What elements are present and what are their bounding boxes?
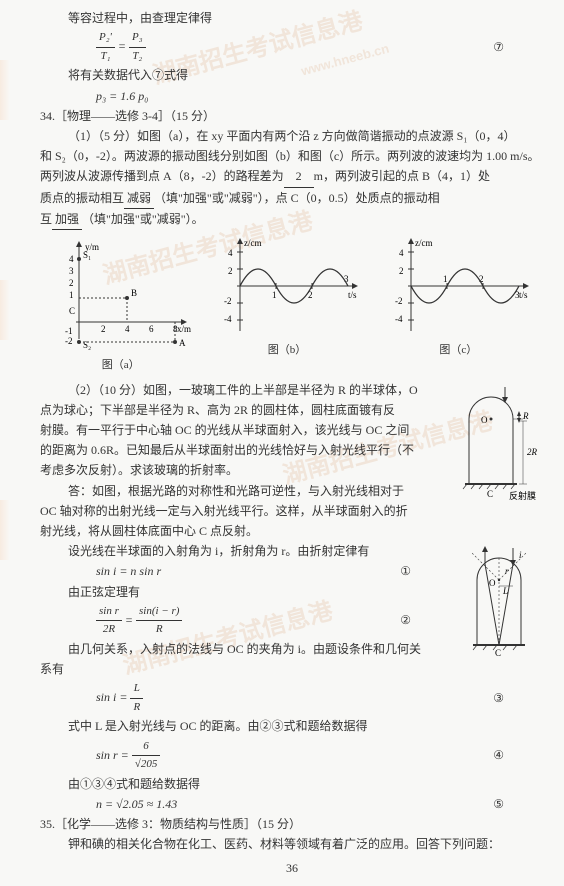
svg-text:2: 2 (69, 278, 74, 288)
text: 系有 (40, 660, 544, 679)
text: 将有关数据代入⑦式得 (40, 66, 544, 85)
q34-head: 34.［物理——选修 3-4］（15 分） (40, 107, 544, 126)
svg-text:-4: -4 (224, 314, 232, 324)
eq-number: ③ (493, 689, 544, 708)
text: 式中 L 是入射光线与 OC 的距离。由②③式和题给数据得 (40, 717, 544, 736)
svg-text:-4: -4 (395, 314, 403, 324)
page-number: 36 (40, 859, 544, 878)
svg-text:A: A (179, 338, 186, 348)
svg-text:S₁: S₁ (83, 250, 91, 260)
equation: sin i = LR (96, 680, 143, 716)
svg-text:i: i (519, 550, 522, 560)
equation: p₃ = 1.6 p₀ (40, 87, 544, 106)
text: 由①③④式和题给数据得 (40, 775, 544, 794)
svg-text:-2: -2 (224, 296, 232, 306)
svg-text:1: 1 (443, 274, 448, 284)
svg-text:R: R (522, 411, 529, 421)
q35-head: 35.［化学——选修 3：物质结构与性质］（15 分） (40, 815, 544, 834)
svg-text:-2: -2 (395, 296, 403, 306)
svg-text:O: O (481, 415, 488, 425)
eq-number: ④ (493, 746, 544, 765)
svg-text:2: 2 (399, 266, 404, 276)
eq-number: ① (400, 562, 451, 581)
svg-text:r: r (505, 566, 509, 576)
text: OC 轴对称的出射光线一定与入射光线平行。这样，从半球面射入的折 (40, 502, 544, 521)
eq-number: ⑦ (493, 38, 544, 57)
svg-text:反射膜: 反射膜 (509, 490, 536, 501)
svg-text:O: O (489, 578, 496, 588)
svg-text:-1: -1 (65, 326, 73, 336)
svg-text:2: 2 (228, 266, 233, 276)
svg-text:C: C (69, 306, 75, 316)
svg-text:2: 2 (101, 324, 106, 334)
svg-text:-2: -2 (65, 336, 73, 346)
svg-text:C: C (495, 648, 501, 658)
equation: sin r = 6√205 (96, 738, 160, 774)
svg-text:4: 4 (69, 254, 74, 264)
text: 钾和碘的相关化合物在化工、医药、材料等领域有着广泛的应用。回答下列问题： (40, 835, 544, 854)
figure-a: y/m x/m 43 21 -1-2 24 68 S₁ S₂ A B C (51, 236, 191, 351)
svg-text:x/m: x/m (177, 324, 191, 334)
svg-text:8: 8 (173, 324, 178, 334)
fig-a-caption: 图（a） (51, 357, 191, 375)
equation: n = √2.05 ≈ 1.43 (96, 795, 177, 814)
figure-c: z/cm t/s 42 -2-4 123 (383, 236, 533, 336)
svg-text:1: 1 (69, 290, 74, 300)
svg-text:t/s: t/s (519, 290, 528, 300)
text: 两列波从波源传播到点 A（8，-2）的路程差为2m，两列波引起的点 B（4，1）… (40, 167, 544, 187)
svg-text:1: 1 (272, 290, 277, 300)
svg-text:t/s: t/s (348, 290, 357, 300)
figure-b: z/cm t/s 42 -2-4 123 (212, 236, 362, 336)
svg-text:C: C (487, 489, 493, 499)
svg-text:4: 4 (125, 324, 130, 334)
svg-text:L: L (502, 586, 508, 596)
svg-text:4: 4 (399, 248, 404, 258)
equation: P₂'T₁ = P₃T₂ (96, 29, 146, 65)
text: 等容过程中，由查理定律得 (40, 9, 544, 28)
svg-text:3: 3 (69, 266, 74, 276)
equation: sin i = n sin r (96, 562, 161, 581)
svg-text:4: 4 (228, 248, 233, 258)
text: 互加强（填"加强"或"减弱"）。 (40, 210, 544, 230)
figure-row: y/m x/m 43 21 -1-2 24 68 S₁ S₂ A B C (40, 236, 544, 375)
svg-text:z/cm: z/cm (415, 238, 433, 248)
text: 射光线，将从圆柱体底面中心 C 点反射。 (40, 522, 544, 541)
fig-b-caption: 图（b） (212, 342, 362, 360)
fig-c-caption: 图（c） (383, 342, 533, 360)
svg-text:z/cm: z/cm (244, 238, 262, 248)
text: 和 S₂（0，-2）。两波源的振动图线分别如图（b）和图（c）所示。两列波的波速… (40, 147, 544, 166)
figure-glass: O R 2R C 反射膜 (449, 381, 544, 501)
svg-text:B: B (131, 288, 137, 298)
figure-ray: O C i r L (459, 542, 544, 662)
eq-number: ⑤ (493, 795, 544, 814)
svg-text:6: 6 (149, 324, 154, 334)
equation: sin r2R = sin(i − r)R (96, 603, 182, 639)
text: （1）（5 分）如图（a），在 xy 平面内有两个沿 z 方向做简谐振动的点波源… (40, 127, 544, 146)
svg-text:2R: 2R (527, 447, 538, 457)
eq-number: ② (400, 611, 451, 630)
text: 质点的振动相互减弱（填"加强"或"减弱"），点 C（0，0.5）处质点的振动相 (40, 189, 544, 209)
